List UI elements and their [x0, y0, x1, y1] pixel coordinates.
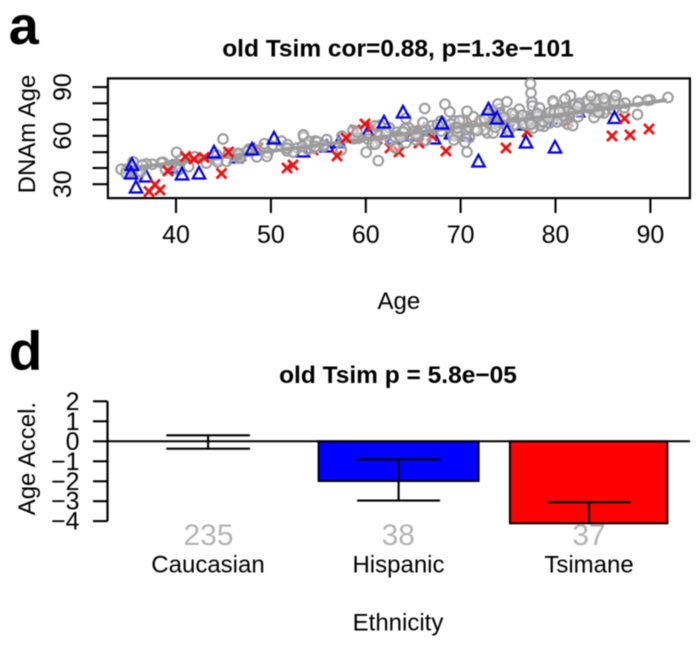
svg-text:Hispanic: Hispanic [352, 552, 444, 579]
svg-text:37: 37 [572, 519, 605, 552]
svg-text:Tsimane: Tsimane [544, 552, 633, 579]
svg-text:38: 38 [382, 519, 415, 552]
svg-text:235: 235 [183, 519, 233, 552]
svg-text:50: 50 [257, 221, 285, 249]
svg-text:1: 1 [66, 408, 80, 436]
svg-text:90: 90 [49, 73, 77, 101]
svg-text:Ethnicity: Ethnicity [353, 610, 444, 637]
svg-text:60: 60 [49, 122, 77, 150]
svg-text:70: 70 [447, 221, 475, 249]
svg-text:90: 90 [636, 221, 664, 249]
svg-text:0: 0 [66, 428, 80, 456]
svg-text:−3: −3 [51, 488, 80, 516]
svg-text:60: 60 [352, 221, 380, 249]
svg-text:−2: −2 [51, 468, 80, 496]
svg-text:40: 40 [162, 221, 190, 249]
svg-text:Caucasian: Caucasian [151, 552, 264, 579]
svg-text:30: 30 [49, 170, 77, 198]
svg-text:−1: −1 [51, 448, 80, 476]
svg-text:Age: Age [378, 288, 421, 315]
svg-text:old Tsim cor=0.88, p=1.3e−101: old Tsim cor=0.88, p=1.3e−101 [222, 36, 574, 63]
svg-text:DNAm Age: DNAm Age [14, 75, 41, 194]
svg-text:80: 80 [542, 221, 570, 249]
svg-text:−4: −4 [51, 508, 80, 536]
svg-text:a: a [9, 0, 40, 56]
svg-text:2: 2 [66, 388, 80, 416]
svg-text:d: d [9, 320, 43, 382]
svg-text:Age Accel.: Age Accel. [14, 402, 41, 515]
svg-text:old Tsim p = 5.8e−05: old Tsim p = 5.8e−05 [279, 362, 517, 389]
